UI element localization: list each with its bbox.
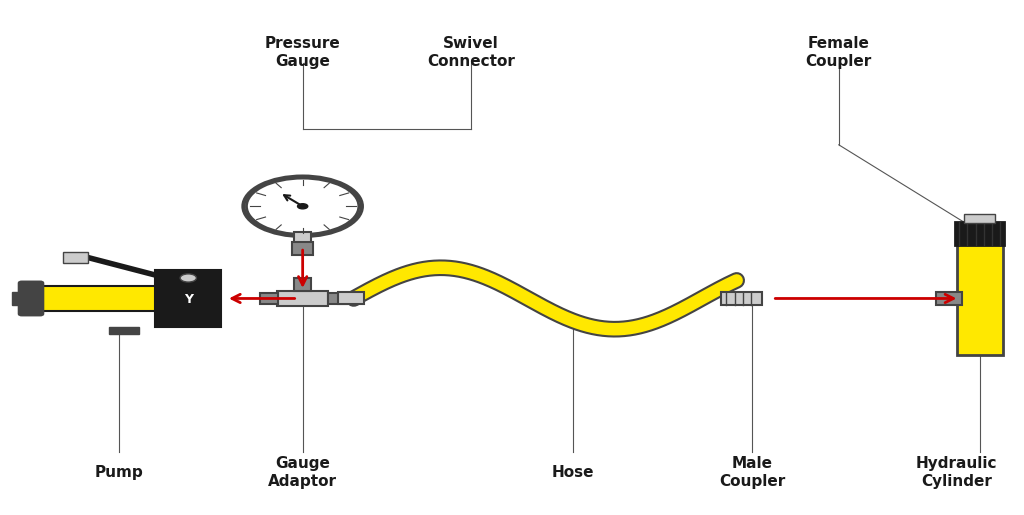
Text: Male
Coupler: Male Coupler — [719, 456, 785, 489]
Bar — [278, 291, 328, 306]
Circle shape — [298, 204, 308, 209]
Bar — [62, 252, 88, 263]
Text: Pressure
Gauge: Pressure Gauge — [265, 37, 341, 69]
Text: Hose: Hose — [552, 465, 595, 480]
Bar — [109, 327, 139, 334]
Text: Hydraulic
Cylinder: Hydraulic Cylinder — [915, 456, 997, 489]
Bar — [295, 278, 311, 291]
Text: Female
Coupler: Female Coupler — [806, 37, 871, 69]
Text: Pump: Pump — [94, 465, 143, 480]
Bar — [338, 293, 364, 304]
Text: Swivel
Connector: Swivel Connector — [427, 37, 515, 69]
Bar — [721, 293, 762, 305]
Bar — [936, 293, 962, 305]
Bar — [295, 232, 311, 245]
Bar — [955, 221, 1005, 245]
Bar — [260, 294, 279, 304]
Text: Y: Y — [183, 293, 193, 306]
Circle shape — [180, 274, 197, 282]
FancyBboxPatch shape — [18, 282, 43, 315]
Bar — [155, 270, 221, 327]
Bar — [965, 214, 995, 223]
Bar — [37, 286, 160, 311]
Bar — [11, 293, 24, 305]
Bar — [293, 242, 313, 255]
Bar — [328, 294, 346, 304]
Circle shape — [247, 178, 358, 234]
Text: Gauge
Adaptor: Gauge Adaptor — [268, 456, 337, 489]
Bar — [956, 242, 1002, 355]
